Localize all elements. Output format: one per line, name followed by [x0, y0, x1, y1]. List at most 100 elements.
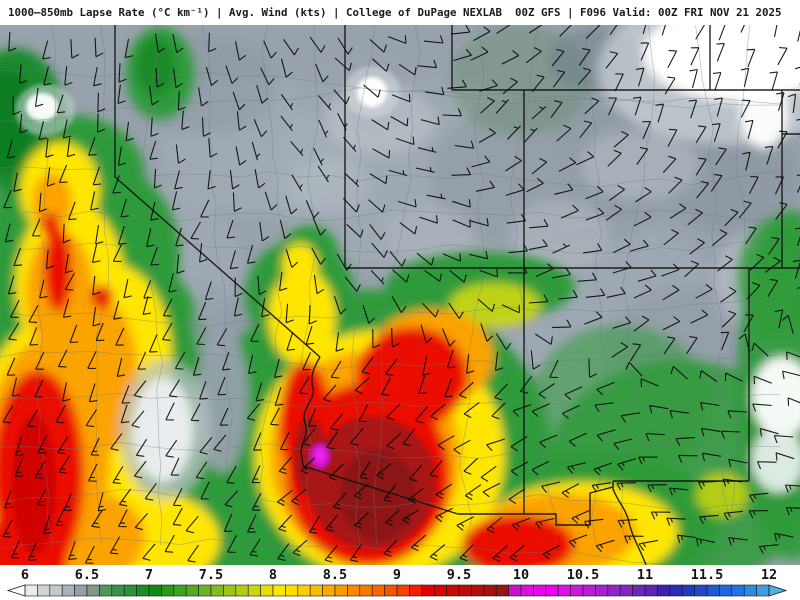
contour-blob: [44, 228, 72, 312]
contour-blob: [530, 325, 710, 485]
colorbar-segments: [24, 584, 770, 597]
contour-blob: [752, 428, 800, 492]
map-canvas: [0, 25, 800, 565]
colorbar-segment: [483, 584, 497, 597]
colorbar-segment: [681, 584, 695, 597]
colorbar-segment: [198, 584, 212, 597]
contour-blob: [294, 417, 326, 497]
scale-tick-label: 12: [761, 567, 777, 583]
contour-blob: [282, 243, 318, 287]
scale-tick-label: 10: [513, 567, 529, 583]
contour-core-layer: [12, 66, 436, 555]
scale-tick-labels: 6 6.5 7 7.5 8 8.5 9 9.5 10 10.5 11 11.5 12: [21, 567, 777, 583]
colorbar-segment: [136, 584, 150, 597]
colorbar-segment: [371, 584, 385, 597]
contour-blob: [12, 415, 56, 555]
colorbar-over-arrow: [768, 584, 788, 597]
colorbar-segment: [632, 584, 646, 597]
colorbar-segment: [520, 584, 534, 597]
scale-tick-label: 7: [145, 567, 153, 583]
colorbar-segment: [37, 584, 51, 597]
contour-blob: [133, 378, 193, 482]
colorbar-segment: [533, 584, 547, 597]
colorbar-segment: [421, 584, 435, 597]
scale-tick-label: 8.5: [323, 567, 347, 583]
colorbar-segment: [384, 584, 398, 597]
colorbar-segment: [173, 584, 187, 597]
colorbar-segment: [247, 584, 261, 597]
scale-tick-label: 6: [21, 567, 29, 583]
colorbar-segment: [433, 584, 447, 597]
colorbar-segment: [322, 584, 336, 597]
colorbar-segment: [582, 584, 596, 597]
colorbar-segment: [657, 584, 671, 597]
colorbar-segment: [607, 584, 621, 597]
color-scale: 6 6.5 7 7.5 8 8.5 9 9.5 10 10.5 11 11.5 12: [6, 567, 788, 597]
contour-blob: [356, 327, 468, 427]
contour-blob: [91, 285, 113, 309]
scale-tick-label: 9.5: [447, 567, 471, 583]
colorbar-segment: [347, 584, 361, 597]
colorbar-segment: [644, 584, 658, 597]
colorbar-segment: [334, 584, 348, 597]
map-title: 1000–850mb Lapse Rate (°C km⁻¹) | Avg. W…: [8, 6, 782, 19]
scale-tick-label: 11: [637, 567, 653, 583]
scale-tick-label: 6.5: [75, 567, 99, 583]
map-layers: [0, 25, 800, 565]
color-scale-area: 6 6.5 7 7.5 8 8.5 9 9.5 10 10.5 11 11.5 12: [0, 565, 800, 600]
contour-blob: [385, 205, 475, 265]
colorbar-segment: [86, 584, 100, 597]
colorbar-segment: [74, 584, 88, 597]
contour-blob: [696, 473, 748, 517]
colorbar-segment: [185, 584, 199, 597]
colorbar-segment: [148, 584, 162, 597]
colorbar-segment: [545, 584, 559, 597]
colorbar-segment: [557, 584, 571, 597]
contour-blob: [580, 130, 700, 200]
contour-blob: [26, 93, 58, 121]
colorbar-segment: [99, 584, 113, 597]
wind-barbs-layer: [2, 25, 800, 564]
colorbar-segment: [272, 584, 286, 597]
colorbar-segment: [49, 584, 63, 597]
colorbar-segment: [731, 584, 745, 597]
scale-tick-label: 8: [269, 567, 277, 583]
contour-blob: [315, 448, 325, 462]
colorbar-segment: [235, 584, 249, 597]
colorbar-segment: [285, 584, 299, 597]
colorbar-segment: [595, 584, 609, 597]
colorbar-segment: [743, 584, 757, 597]
colorbar-segment: [409, 584, 423, 597]
colorbar-segment: [508, 584, 522, 597]
contour-blob: [136, 37, 176, 97]
contour-blob: [340, 449, 416, 541]
colorbar-segment: [694, 584, 708, 597]
colorbar-segment: [570, 584, 584, 597]
contour-blob: [449, 283, 541, 327]
state-borders: [114, 25, 800, 565]
colorbar-segment: [61, 584, 75, 597]
contour-blob: [290, 157, 370, 213]
colorbar-segment: [619, 584, 633, 597]
contour-blob: [41, 213, 59, 237]
colorbar-segment: [471, 584, 485, 597]
colorbar-segment: [669, 584, 683, 597]
colorbar-segment: [359, 584, 373, 597]
colorbar-segment: [111, 584, 125, 597]
colorbar-segment: [719, 584, 733, 597]
colorbar-segment: [297, 584, 311, 597]
colorbar-segment: [458, 584, 472, 597]
scale-tick-label: 7.5: [199, 567, 223, 583]
colorbar-segment: [396, 584, 410, 597]
colorbar-segment: [123, 584, 137, 597]
scale-tick-label: 11.5: [691, 567, 724, 583]
colorbar-segment: [24, 584, 38, 597]
colorbar-under-arrow: [6, 584, 26, 597]
contour-blob: [32, 173, 72, 233]
colorbar-segment: [446, 584, 460, 597]
title-bar: 1000–850mb Lapse Rate (°C km⁻¹) | Avg. W…: [0, 0, 800, 25]
colorbar-segment: [161, 584, 175, 597]
contour-blob: [752, 357, 800, 437]
colorbar-segment: [309, 584, 323, 597]
